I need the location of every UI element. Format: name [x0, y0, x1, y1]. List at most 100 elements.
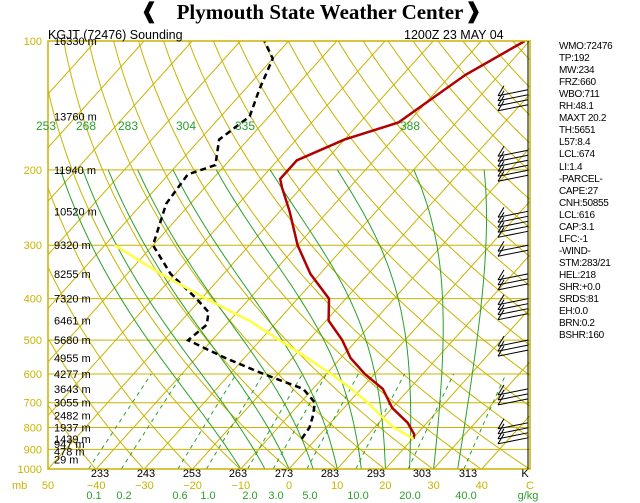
isotherm	[288, 200, 530, 469]
kelvin-tick-label: 263	[229, 468, 247, 480]
header: Plymouth State Weather Center ❰ ❱	[0, 0, 640, 30]
dry-adiabat	[337, 41, 530, 258]
wind-barb-flag	[497, 294, 505, 305]
height-label: 947 m	[54, 439, 85, 451]
wind-barb	[497, 432, 529, 440]
temperature-tick-label: 40	[476, 480, 488, 492]
dry-adiabat	[312, 41, 530, 287]
sounding-time: 1200Z 23 MAY 04	[404, 28, 504, 42]
wind-barb	[497, 303, 529, 311]
flag-right-icon: ❱	[464, 0, 483, 24]
height-label: 4955 m	[54, 353, 91, 365]
kelvin-tick-label: 303	[413, 468, 431, 480]
mixing-ratio-label: g/kg	[518, 490, 539, 502]
wind-barb-flag	[497, 384, 505, 396]
temperature-tick-label: 0	[286, 480, 292, 492]
wind-barb-flag	[497, 165, 505, 177]
height-label: 1439 m	[54, 434, 91, 446]
mixing-ratio-label: 10.0	[347, 490, 368, 502]
dry-adiabat	[48, 404, 96, 469]
wind-barb	[497, 298, 529, 306]
mixing-ratio-line	[177, 373, 237, 469]
theta-label: 268	[76, 119, 96, 133]
moist-adiabat	[172, 169, 338, 469]
stat-line: HEL:218	[559, 269, 596, 281]
height-label: 10520 m	[54, 206, 97, 218]
height-label: 29 m	[54, 454, 78, 466]
mixing-ratio-line	[205, 373, 264, 469]
height-label: 11940 m	[54, 165, 96, 177]
pressure-tick-label: 500	[24, 335, 42, 347]
moist-adiabat	[336, 169, 412, 469]
wind-barb-flag	[497, 207, 505, 218]
mixing-ratio-line	[120, 373, 183, 469]
isotherm	[48, 41, 386, 417]
wind-barb-flag	[497, 304, 505, 315]
stat-line: RH:48.1	[559, 101, 594, 113]
wind-barb-flag	[497, 274, 505, 286]
wind-barb	[497, 283, 529, 291]
height-label: 8255 m	[54, 269, 91, 281]
moist-adiabat	[107, 169, 290, 469]
isotherm	[192, 93, 530, 469]
dry-adiabat	[63, 41, 337, 469]
theta-label: 335	[235, 119, 255, 133]
dry-adiabat	[462, 41, 530, 117]
stat-line: LCL:616	[559, 209, 595, 221]
kelvin-tick-label: 313	[459, 468, 477, 480]
mixing-ratio-label: 20.0	[399, 490, 420, 502]
temperature-tick-label: C	[526, 480, 534, 492]
wind-barb-flag	[497, 389, 505, 401]
wind-barb	[497, 313, 529, 321]
height-label: 2482 m	[54, 411, 91, 423]
dry-adiabat	[287, 41, 530, 316]
mixing-ratio-label: 0.2	[116, 490, 131, 502]
wind-barb-flag	[497, 100, 505, 112]
height-label: 5680 m	[54, 335, 91, 347]
pressure-tick-label: 400	[24, 294, 42, 306]
height-label: 478 m	[54, 446, 85, 458]
temperature-tick-label: −10	[231, 480, 250, 492]
height-label: 4277 m	[54, 369, 91, 381]
kelvin-tick-label: K	[521, 468, 529, 480]
mixing-ratio-label: 3.0	[268, 490, 283, 502]
isotherm	[385, 307, 530, 469]
stat-line: CNH:50855	[559, 197, 609, 209]
chart-grid	[48, 41, 530, 469]
wind-barb-flag	[497, 85, 505, 97]
stat-line: MW:234	[559, 65, 595, 77]
wind-barb-flag	[497, 155, 505, 167]
isotherm	[48, 41, 193, 202]
wind-barb	[497, 94, 529, 102]
temperature-tick-label: 10	[331, 480, 343, 492]
moist-adiabat	[269, 169, 386, 469]
dry-adiabat	[48, 337, 145, 469]
wind-barb	[497, 344, 529, 352]
wind-barb-flag	[497, 428, 505, 440]
height-label: 9320 m	[54, 240, 91, 252]
wind-barb	[497, 89, 529, 97]
wind-barb	[497, 154, 529, 162]
stat-line: LI:1.4	[559, 161, 583, 173]
dry-adiabat	[88, 41, 386, 469]
dry-adiabat	[212, 41, 530, 407]
wind-barb-flag	[497, 212, 505, 223]
dry-adiabat	[362, 41, 530, 229]
wind-barb-flag	[497, 240, 505, 252]
moist-adiabat	[413, 169, 444, 469]
stat-line: BRN:0.2	[559, 318, 595, 330]
stat-line: TP:192	[559, 53, 590, 65]
moist-adiabat	[137, 169, 314, 469]
wind-barb-flag	[497, 309, 505, 320]
height-label: 6461 m	[54, 316, 91, 328]
series-temperature-line	[278, 41, 526, 439]
kelvin-tick-label: 243	[137, 468, 155, 480]
wind-barb-flag	[497, 217, 505, 228]
dry-adiabat	[113, 41, 434, 469]
wind-barb	[497, 174, 529, 182]
wind-barb-flag	[497, 433, 505, 445]
dry-adiabat	[163, 41, 530, 469]
mixing-ratio-line	[463, 373, 507, 469]
mixing-ratio-label: 0.1	[86, 490, 101, 502]
